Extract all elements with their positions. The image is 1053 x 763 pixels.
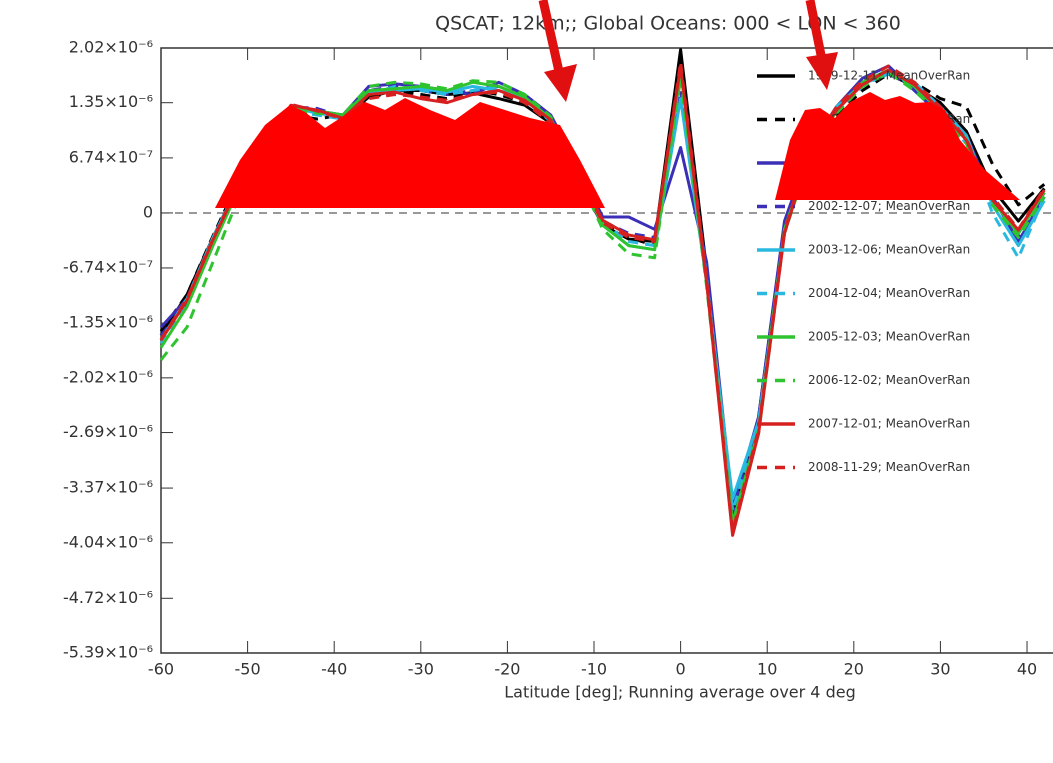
y-tick-label: 2.02×10⁻⁶ <box>69 38 153 57</box>
y-tick-label: -5.39×10⁻⁶ <box>63 643 153 662</box>
legend-label: 2008-11-29; MeanOverRan <box>808 460 970 474</box>
y-tick-label: -4.72×10⁻⁶ <box>63 588 153 607</box>
x-tick-label: 10 <box>757 660 777 679</box>
y-tick-label: -1.35×10⁻⁶ <box>63 313 153 332</box>
legend-label: 2006-12-02; MeanOverRan <box>808 373 970 387</box>
x-tick-label: -30 <box>408 660 434 679</box>
x-tick-label: 30 <box>930 660 950 679</box>
y-tick-label: -4.04×10⁻⁶ <box>63 532 153 551</box>
series-line <box>159 64 1046 537</box>
legend-label: 2005-12-03; MeanOverRan <box>808 330 970 344</box>
legend-label: 2003-12-06; MeanOverRan <box>808 243 970 257</box>
arrow-head <box>544 64 577 102</box>
legend-label: 2002-12-07; MeanOverRan <box>808 199 970 213</box>
red-highlight <box>775 92 1020 200</box>
annotations <box>215 0 1020 208</box>
x-tick-label: 20 <box>844 660 864 679</box>
x-tick-label: 40 <box>1017 660 1037 679</box>
x-axis-label: Latitude [deg]; Running average over 4 d… <box>504 683 855 702</box>
y-tick-label: -3.37×10⁻⁶ <box>63 478 153 497</box>
x-tick-label: -60 <box>148 660 174 679</box>
arrow-head <box>806 52 838 90</box>
x-tick-label: -50 <box>235 660 261 679</box>
arrow <box>538 0 565 77</box>
arrow <box>805 0 827 61</box>
x-tick-label: 0 <box>676 660 686 679</box>
legend: 1999-12-11; MeanOverRan2000-12-09; MeanO… <box>757 69 970 474</box>
y-tick-label: -2.69×10⁻⁶ <box>63 422 153 441</box>
series-line <box>159 60 1046 533</box>
x-tick-label: -40 <box>321 660 347 679</box>
y-tick-label: 6.74×10⁻⁷ <box>69 147 153 166</box>
y-tick-label: -2.02×10⁻⁶ <box>63 367 153 386</box>
y-tick-label: 0 <box>143 202 153 221</box>
x-tick-label: -10 <box>581 660 607 679</box>
y-tick-label: -6.74×10⁻⁷ <box>63 257 153 276</box>
plot-frame <box>160 47 1053 654</box>
red-highlight <box>215 98 605 208</box>
chart-title: QSCAT; 12km;; Global Oceans: 000 < LON <… <box>435 13 901 35</box>
plot-area: 2.02×10⁻⁶ 1.35×10⁻⁶ 6.74×10⁻⁷ 0 -6.74×10⁻⁷ -1… <box>63 38 1037 679</box>
legend-label: 2007-12-01; MeanOverRan <box>808 417 970 431</box>
legend-label: 1999-12-11; MeanOverRan <box>808 69 970 83</box>
y-tick-label: 1.35×10⁻⁶ <box>69 92 153 111</box>
legend-label: 2004-12-04; MeanOverRan <box>808 286 970 300</box>
series-line <box>159 71 1046 529</box>
x-tick-label: -20 <box>494 660 520 679</box>
